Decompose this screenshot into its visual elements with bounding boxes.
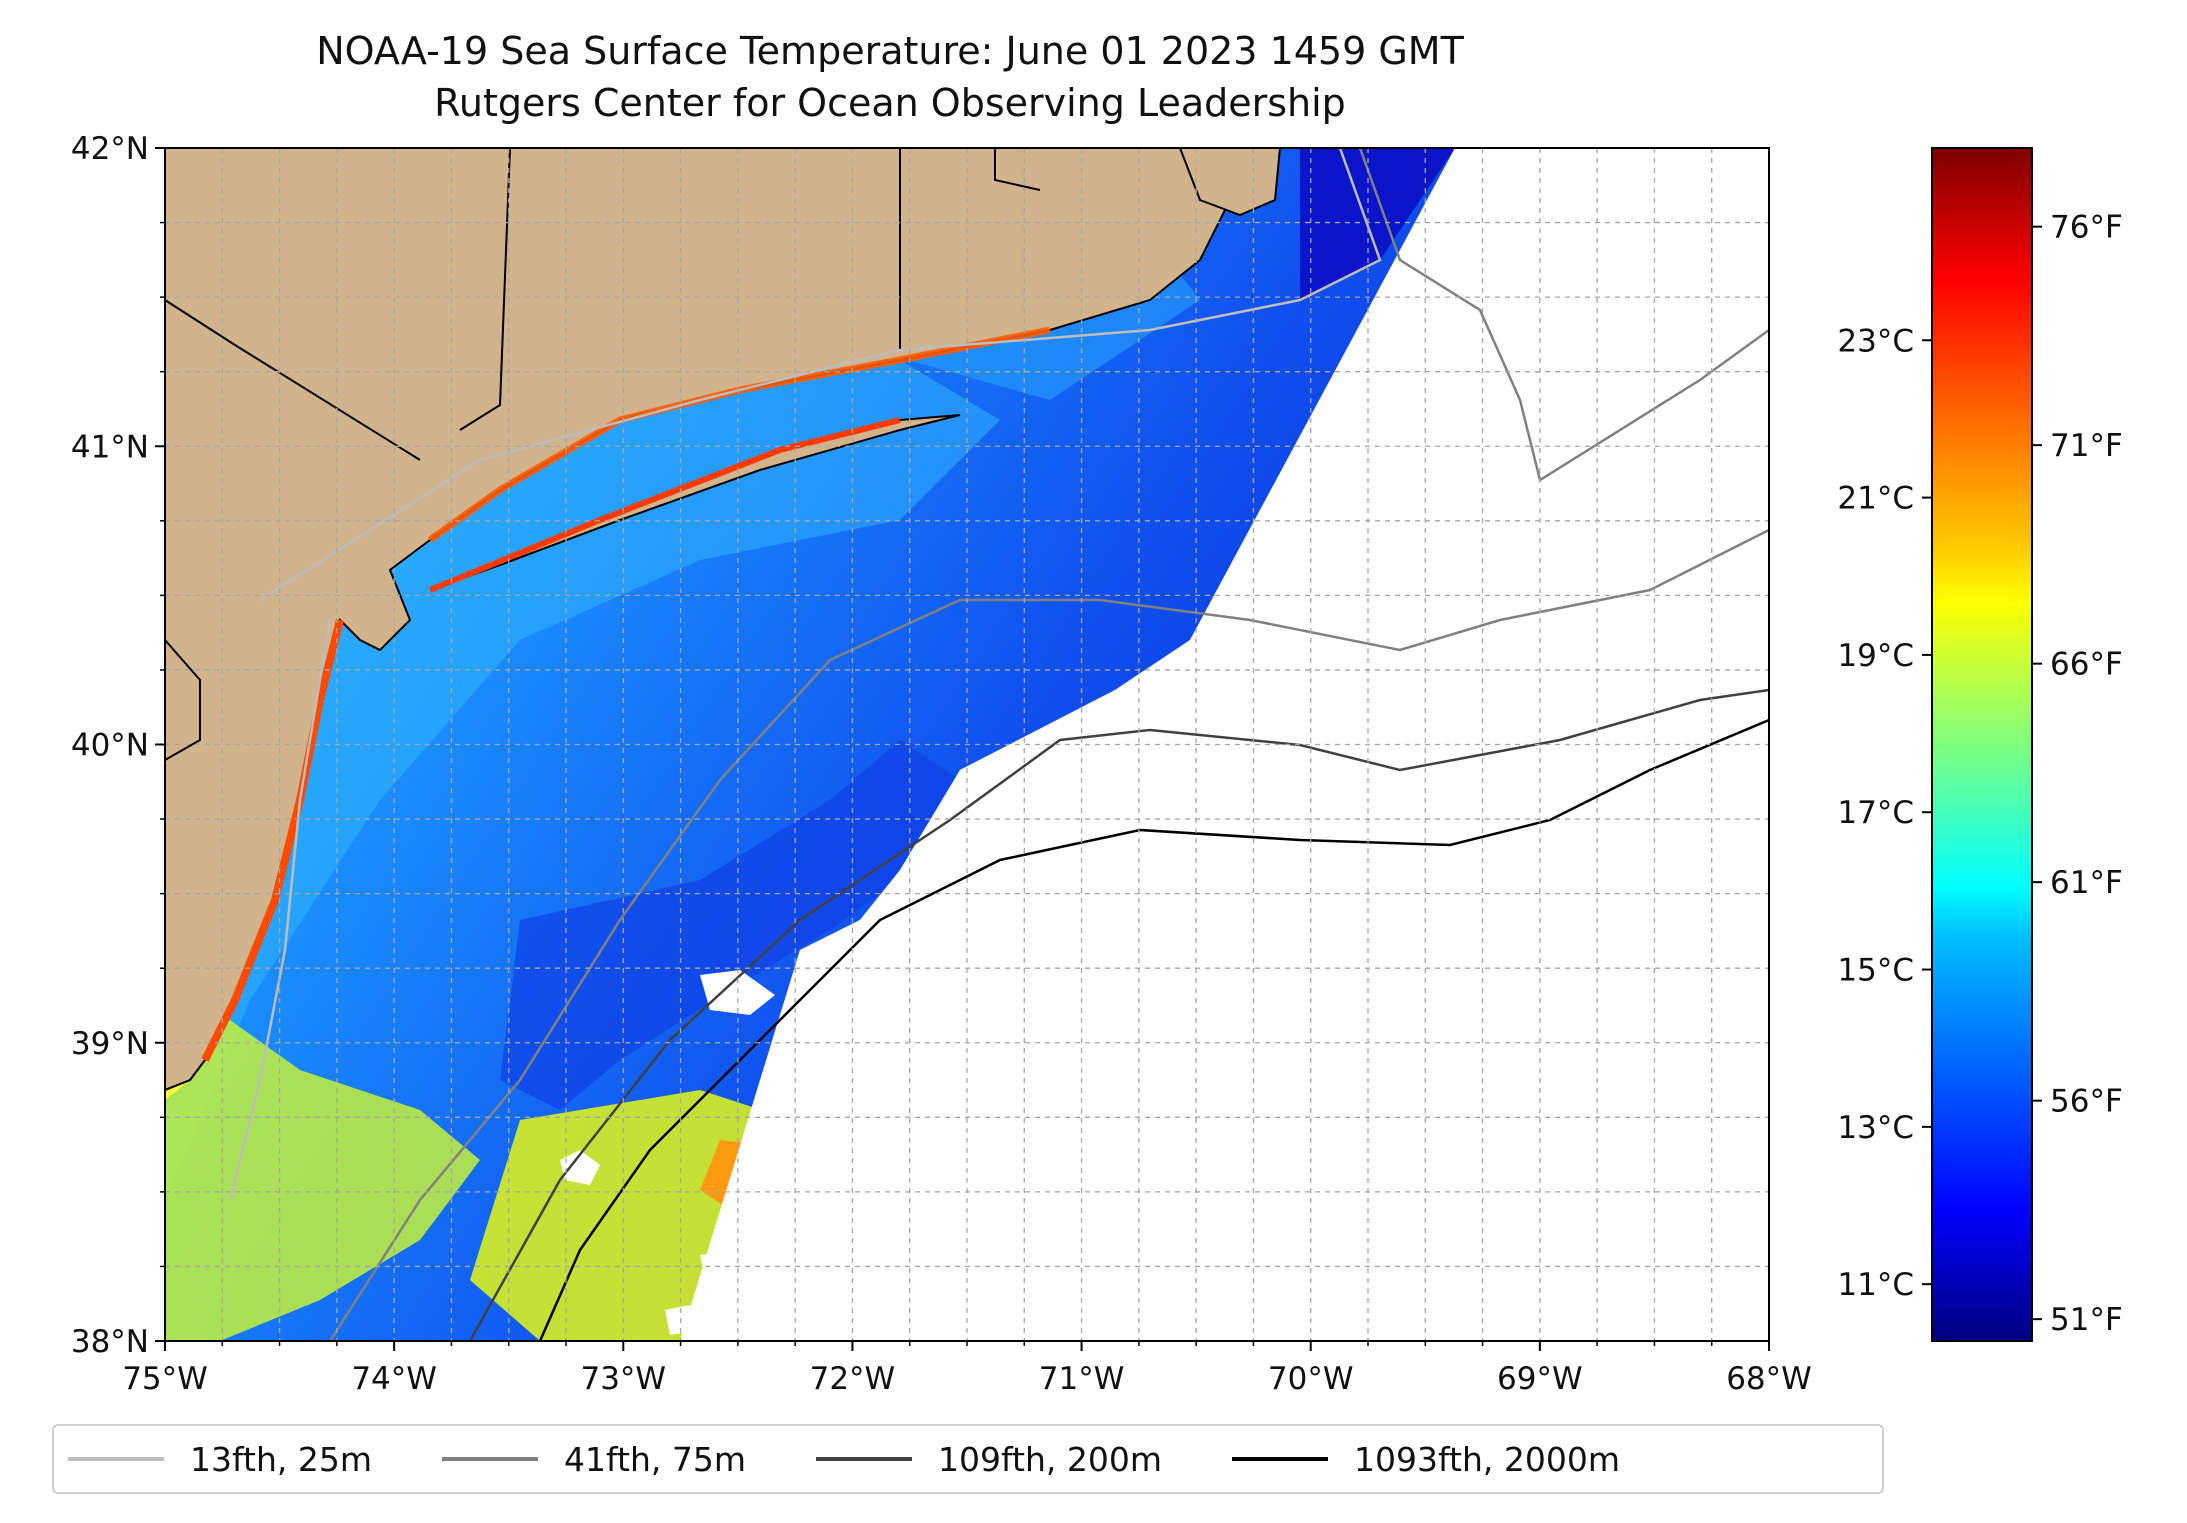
lat-tick-label: 39°N <box>71 1026 149 1062</box>
fahrenheit-tick-label: 76°F <box>2050 210 2123 246</box>
legend-label: 13fth, 25m <box>190 1439 372 1479</box>
celsius-tick-label: 21°C <box>1837 481 1914 517</box>
legend-item: 41fth, 75m <box>442 1440 746 1479</box>
legend-line-swatch <box>442 1457 538 1461</box>
fahrenheit-tick-label: 56°F <box>2050 1084 2123 1120</box>
colorbar-celsius-axis: 11°C 13°C 15°C 17°C 19°C 21°C 23°C <box>1837 323 1932 1303</box>
contour-25m-south <box>228 619 332 1201</box>
legend-item: 13fth, 25m <box>68 1440 372 1479</box>
latitude-axis: 38°N 39°N 40°N 41°N 42°N <box>71 131 165 1360</box>
legend-label: 109fth, 200m <box>938 1439 1162 1479</box>
celsius-tick-label: 19°C <box>1837 638 1914 674</box>
contour-200m <box>468 688 1769 1341</box>
celsius-tick-label: 11°C <box>1837 1267 1914 1303</box>
fahrenheit-tick-label: 51°F <box>2050 1302 2123 1338</box>
lon-tick-label: 69°W <box>1497 1361 1583 1397</box>
legend-label: 41fth, 75m <box>564 1439 746 1479</box>
lon-tick-label: 73°W <box>580 1361 666 1397</box>
legend-label: 1093fth, 2000m <box>1354 1439 1620 1479</box>
lat-tick-label: 41°N <box>71 429 149 465</box>
fahrenheit-tick-label: 66°F <box>2050 647 2123 683</box>
celsius-tick-label: 17°C <box>1837 795 1914 831</box>
contour-75m <box>328 528 1769 1341</box>
lon-tick-label: 70°W <box>1268 1361 1354 1397</box>
lat-tick-label: 40°N <box>71 728 149 764</box>
lon-tick-label: 75°W <box>122 1361 208 1397</box>
colorbar <box>1931 147 2033 1342</box>
map-title: NOAA-19 Sea Surface Temperature: June 01… <box>316 29 1464 73</box>
bathymetry-contours <box>228 148 1769 1341</box>
legend-line-swatch <box>816 1457 912 1461</box>
celsius-tick-label: 23°C <box>1837 323 1914 359</box>
lat-tick-label: 38°N <box>71 1324 149 1360</box>
legend-line-swatch <box>68 1457 164 1461</box>
contour-75m-north <box>1358 148 1769 482</box>
contour-25m <box>259 148 1382 602</box>
legend-line-swatch <box>1232 1457 1328 1461</box>
fahrenheit-tick-label: 61°F <box>2050 865 2123 901</box>
lon-tick-label: 68°W <box>1726 1361 1812 1397</box>
lat-tick-label: 42°N <box>71 131 149 167</box>
map-subtitle: Rutgers Center for Ocean Observing Leade… <box>434 81 1346 125</box>
lon-tick-label: 74°W <box>351 1361 437 1397</box>
celsius-tick-label: 13°C <box>1837 1110 1914 1146</box>
lon-tick-label: 71°W <box>1039 1361 1125 1397</box>
colorbar-fahrenheit-axis: 51°F 56°F 61°F 66°F 71°F 76°F <box>2032 210 2123 1338</box>
fahrenheit-tick-label: 71°F <box>2050 428 2123 464</box>
depth-legend: 13fth, 25m 41fth, 75m 109fth, 200m 1093fth,… <box>52 1424 1884 1494</box>
legend-item: 109fth, 200m <box>816 1440 1162 1479</box>
celsius-tick-label: 15°C <box>1837 953 1914 989</box>
contour-2000m <box>538 718 1769 1341</box>
gridlines <box>165 148 1769 1341</box>
longitude-axis: 75°W 74°W 73°W 72°W 71°W 70°W 69°W 68°W <box>122 1341 1812 1397</box>
legend-item: 1093fth, 2000m <box>1232 1440 1620 1479</box>
lon-tick-label: 72°W <box>810 1361 896 1397</box>
